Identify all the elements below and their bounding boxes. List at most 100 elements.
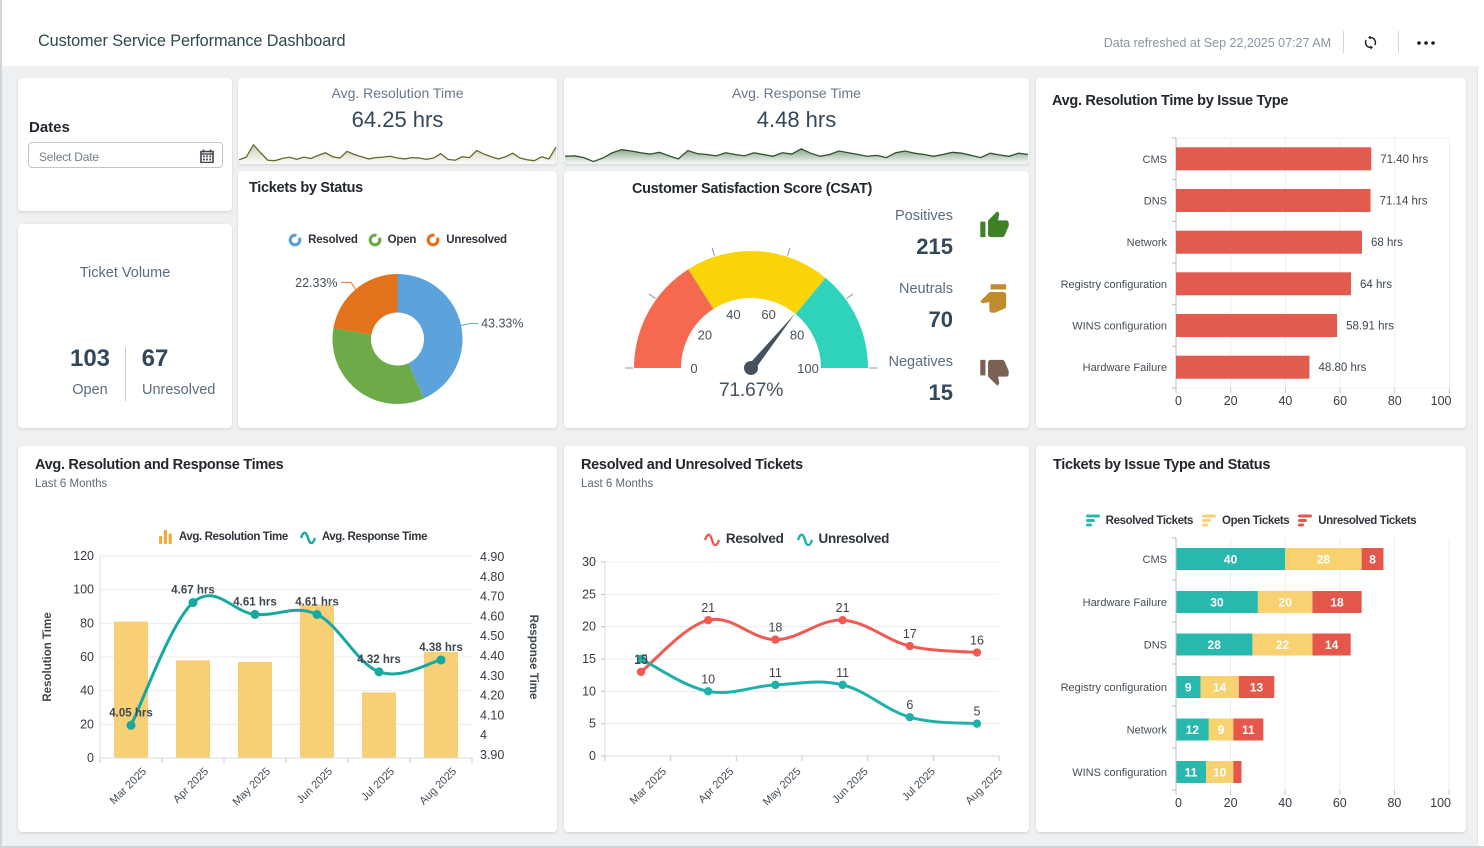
svg-text:4.90: 4.90 <box>480 550 504 564</box>
svg-text:71.14 hrs: 71.14 hrs <box>1380 196 1428 208</box>
svg-text:22.33%: 22.33% <box>295 276 337 290</box>
svg-text:40: 40 <box>726 307 740 322</box>
svg-text:14: 14 <box>1213 681 1227 695</box>
svg-text:80: 80 <box>790 328 804 343</box>
svg-text:20: 20 <box>698 328 712 343</box>
svg-text:9: 9 <box>1218 723 1225 737</box>
svg-text:60: 60 <box>1333 394 1347 408</box>
svg-text:43.33%: 43.33% <box>481 316 523 330</box>
svg-text:58.91 hrs: 58.91 hrs <box>1346 321 1394 333</box>
svg-text:80: 80 <box>1388 394 1402 408</box>
svg-text:May 2025: May 2025 <box>761 766 804 809</box>
svg-text:60: 60 <box>80 650 94 664</box>
svg-text:15: 15 <box>582 652 596 666</box>
svg-text:6: 6 <box>906 698 913 712</box>
svg-text:Jul 2025: Jul 2025 <box>359 766 397 804</box>
svg-text:21: 21 <box>836 601 850 615</box>
svg-text:18: 18 <box>1330 596 1344 610</box>
svg-text:71.67%: 71.67% <box>719 379 783 401</box>
svg-text:10: 10 <box>701 672 715 686</box>
svg-text:20: 20 <box>1224 796 1238 810</box>
svg-text:11: 11 <box>769 666 782 680</box>
svg-text:120: 120 <box>73 549 94 563</box>
svg-text:4.05 hrs: 4.05 hrs <box>109 707 152 719</box>
svg-text:WINS configuration: WINS configuration <box>1072 321 1167 333</box>
svg-text:64 hrs: 64 hrs <box>1360 279 1392 291</box>
svg-text:DNS: DNS <box>1144 196 1167 208</box>
svg-text:Jun 2025: Jun 2025 <box>295 766 335 806</box>
svg-text:CMS: CMS <box>1143 554 1167 566</box>
svg-text:20: 20 <box>80 717 94 731</box>
svg-text:4.50: 4.50 <box>480 629 504 643</box>
svg-text:28: 28 <box>1317 553 1331 567</box>
svg-text:0: 0 <box>87 751 94 765</box>
svg-text:May 2025: May 2025 <box>230 766 273 809</box>
svg-text:Registry configuration: Registry configuration <box>1061 279 1167 291</box>
svg-text:Registry configuration: Registry configuration <box>1061 682 1167 694</box>
svg-text:28: 28 <box>1208 638 1222 652</box>
svg-text:Resolution Time: Resolution Time <box>42 612 54 701</box>
svg-text:0: 0 <box>1175 796 1182 810</box>
svg-text:20: 20 <box>1279 596 1293 610</box>
svg-text:25: 25 <box>582 587 596 601</box>
svg-text:48.80 hrs: 48.80 hrs <box>1318 362 1366 374</box>
svg-text:11: 11 <box>836 666 849 680</box>
svg-text:17: 17 <box>903 627 917 641</box>
svg-text:21: 21 <box>701 601 715 615</box>
svg-text:10: 10 <box>582 684 596 698</box>
svg-text:60: 60 <box>1333 796 1347 810</box>
svg-text:14: 14 <box>1325 638 1339 652</box>
svg-text:Apr 2025: Apr 2025 <box>171 766 211 806</box>
svg-text:5: 5 <box>974 705 981 719</box>
svg-text:Mar 2025: Mar 2025 <box>108 766 149 807</box>
svg-text:Mar 2025: Mar 2025 <box>628 766 669 807</box>
svg-text:40: 40 <box>80 684 94 698</box>
svg-text:16: 16 <box>970 634 984 648</box>
svg-text:40: 40 <box>1278 796 1292 810</box>
svg-text:4.40: 4.40 <box>480 649 504 663</box>
svg-text:4.20: 4.20 <box>480 689 504 703</box>
svg-text:4.30: 4.30 <box>480 669 504 683</box>
svg-text:4.70: 4.70 <box>480 590 504 604</box>
svg-text:100: 100 <box>797 361 819 376</box>
svg-text:80: 80 <box>80 616 94 630</box>
svg-text:Aug 2025: Aug 2025 <box>963 766 1005 808</box>
svg-text:0: 0 <box>690 361 697 376</box>
svg-text:4.38 hrs: 4.38 hrs <box>419 642 462 654</box>
svg-text:100: 100 <box>73 583 94 597</box>
svg-text:0: 0 <box>589 749 596 763</box>
svg-text:4.61 hrs: 4.61 hrs <box>233 596 276 608</box>
svg-text:Hardware Failure: Hardware Failure <box>1083 362 1167 374</box>
svg-text:CMS: CMS <box>1143 154 1167 166</box>
svg-text:100: 100 <box>1431 394 1452 408</box>
svg-text:18: 18 <box>768 621 782 635</box>
svg-text:Aug 2025: Aug 2025 <box>417 766 459 808</box>
svg-text:9: 9 <box>1185 681 1192 695</box>
svg-text:WINS configuration: WINS configuration <box>1072 767 1167 779</box>
svg-text:0: 0 <box>1175 394 1182 408</box>
svg-text:Network: Network <box>1127 725 1168 737</box>
svg-text:Jul 2025: Jul 2025 <box>900 766 938 804</box>
svg-text:71.40 hrs: 71.40 hrs <box>1380 154 1428 166</box>
svg-text:DNS: DNS <box>1144 640 1167 652</box>
svg-text:4.61 hrs: 4.61 hrs <box>295 596 338 608</box>
svg-text:5: 5 <box>589 717 596 731</box>
svg-text:30: 30 <box>582 555 596 569</box>
svg-text:4.60: 4.60 <box>480 609 504 623</box>
svg-text:4.67 hrs: 4.67 hrs <box>171 585 214 597</box>
svg-text:12: 12 <box>1186 723 1200 737</box>
svg-text:20: 20 <box>582 620 596 634</box>
svg-text:20: 20 <box>1224 394 1238 408</box>
svg-text:Apr 2025: Apr 2025 <box>696 766 736 806</box>
svg-text:4.10: 4.10 <box>480 708 504 722</box>
svg-text:10: 10 <box>1213 766 1227 780</box>
svg-text:4: 4 <box>480 728 487 742</box>
svg-text:11: 11 <box>1242 723 1255 737</box>
svg-text:13: 13 <box>1250 681 1264 695</box>
svg-text:3.90: 3.90 <box>480 748 504 762</box>
svg-text:100: 100 <box>1430 796 1451 810</box>
svg-text:40: 40 <box>1224 553 1238 567</box>
svg-text:22: 22 <box>1276 638 1290 652</box>
svg-text:68 hrs: 68 hrs <box>1371 237 1403 249</box>
svg-text:40: 40 <box>1278 394 1292 408</box>
